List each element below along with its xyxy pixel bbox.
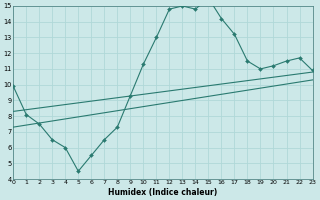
X-axis label: Humidex (Indice chaleur): Humidex (Indice chaleur) [108,188,218,197]
